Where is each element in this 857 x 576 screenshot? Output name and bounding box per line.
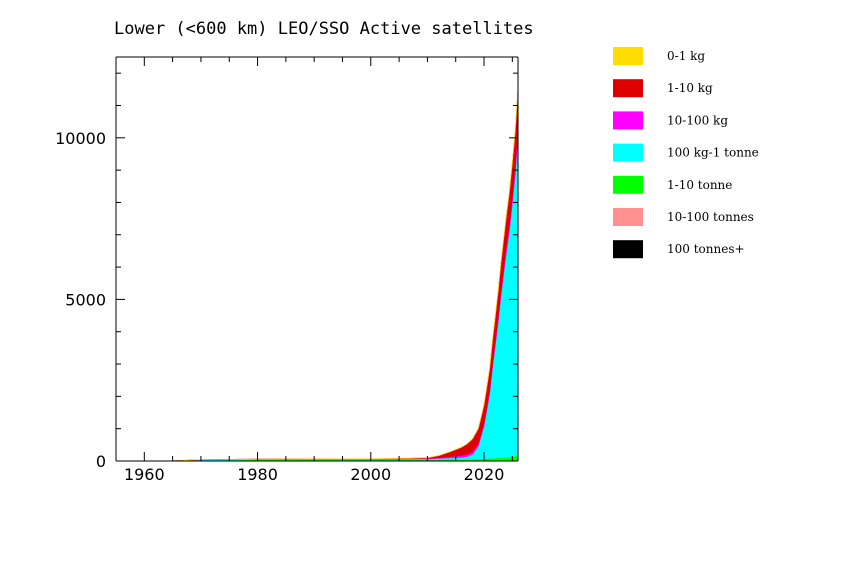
legend-swatch xyxy=(613,143,643,162)
x-tick-label: 2020 xyxy=(464,465,505,484)
legend-swatch xyxy=(613,47,643,65)
legend-swatch xyxy=(613,111,643,130)
legend-label: 1-10 tonne xyxy=(667,178,732,192)
y-tick-label: 10000 xyxy=(55,129,106,148)
legend: 0-1 kg 1-10 kg 10-100 kg 100 kg-1 tonne 1-10… xyxy=(613,47,759,259)
x-tick-label: 2000 xyxy=(350,465,391,484)
x-tick-label: 1980 xyxy=(237,465,278,484)
x-tick-label: 1960 xyxy=(124,465,165,484)
area-series-4 xyxy=(115,127,519,462)
area-series-6 xyxy=(115,87,519,462)
legend-swatch xyxy=(613,175,643,194)
chart-axes: 1960 1980 2000 2020 0 5000 10000 xyxy=(55,56,519,484)
legend-label: 100 tonnes+ xyxy=(667,242,745,256)
legend-label: 100 kg-1 tonne xyxy=(667,146,759,160)
legend-swatch xyxy=(613,79,643,98)
legend-swatch xyxy=(613,240,643,259)
y-tick-label: 5000 xyxy=(65,290,106,309)
legend-label: 10-100 tonnes xyxy=(667,210,754,224)
y-tick-label: 0 xyxy=(96,452,106,471)
stacked-areas xyxy=(115,87,519,462)
chart-title: Lower (<600 km) LEO/SSO Active satellite… xyxy=(114,19,534,39)
area-series-5 xyxy=(115,88,519,462)
legend-swatch xyxy=(613,208,643,226)
legend-label: 1-10 kg xyxy=(667,81,713,95)
legend-label: 10-100 kg xyxy=(667,113,728,127)
area-series-3 xyxy=(115,135,519,462)
legend-label: 0-1 kg xyxy=(667,49,705,63)
